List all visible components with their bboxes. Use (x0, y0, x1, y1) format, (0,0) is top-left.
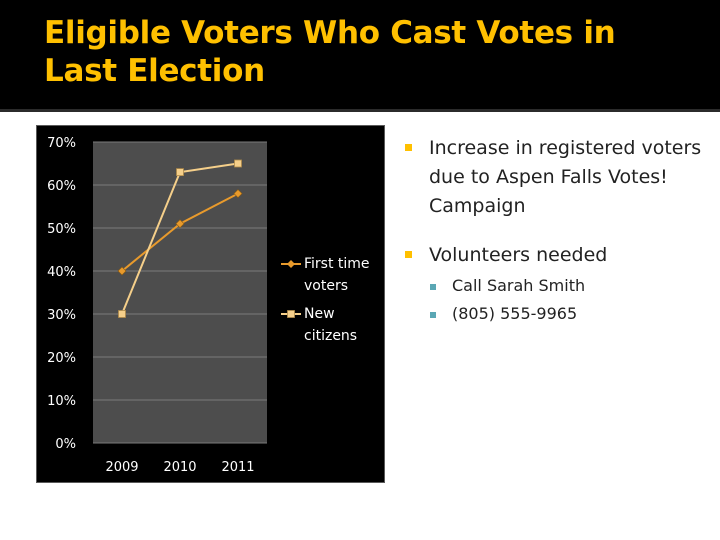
bullet-text: Volunteers needed (429, 244, 608, 266)
sub-bullet-square-icon (430, 284, 436, 290)
legend-marker (287, 310, 295, 318)
data-point (117, 266, 127, 276)
y-tick-label: 70% (47, 136, 76, 151)
data-point (175, 219, 185, 229)
bullet-square-icon (405, 144, 412, 151)
y-tick-label: 50% (47, 222, 76, 237)
y-tick-label: 0% (55, 437, 76, 452)
data-point (118, 310, 126, 318)
plot-area (93, 142, 267, 443)
data-point (176, 168, 184, 176)
y-tick-label: 10% (47, 394, 76, 409)
x-tick-label: 2009 (105, 460, 138, 475)
data-point (233, 189, 243, 199)
sub-bullet-item: Call Sarah Smith (402, 274, 702, 298)
sub-bullet-text: (805) 555-9965 (452, 304, 578, 323)
chart-frame: 0% 10% 20% 30% 40% 50% 60% 70% 2009 2010 2011 Firs… (36, 125, 385, 483)
bullet-text: Increase in registered voters due to Asp… (429, 137, 702, 217)
page-title: Eligible Voters Who Cast Votes in Last E… (44, 15, 616, 89)
y-tick-label: 60% (47, 179, 76, 194)
data-point (234, 159, 242, 168)
bullet-list: Increase in registered voters due to Asp… (402, 134, 702, 326)
bullet-square-icon (405, 251, 412, 258)
x-tick-label: 2010 (163, 460, 196, 475)
bullet-group-campaign: Increase in registered voters due to Asp… (402, 134, 702, 221)
x-tick-label: 2011 (221, 460, 254, 475)
legend-label: New citizens (304, 306, 357, 344)
y-tick-label: 40% (47, 265, 76, 280)
legend-marker (287, 260, 295, 268)
y-tick-label: 20% (47, 351, 76, 366)
y-tick-label: 30% (47, 308, 76, 323)
sub-bullet-item: (805) 555-9965 (402, 302, 702, 326)
line-chart: 0% 10% 20% 30% 40% 50% 60% 70% 2009 2010 2011 Firs… (47, 136, 370, 475)
sub-bullet-square-icon (430, 312, 436, 318)
bullet-item: Volunteers needed (402, 241, 702, 270)
sub-bullet-text: Call Sarah Smith (452, 276, 586, 295)
bullet-group-volunteers: Volunteers needed Call Sarah Smith (805)… (402, 241, 702, 326)
legend-label: First time voters (304, 256, 370, 294)
title-bar: Eligible Voters Who Cast Votes in Last E… (0, 0, 720, 112)
bullet-item: Increase in registered voters due to Asp… (402, 134, 702, 221)
title-divider (0, 109, 720, 112)
